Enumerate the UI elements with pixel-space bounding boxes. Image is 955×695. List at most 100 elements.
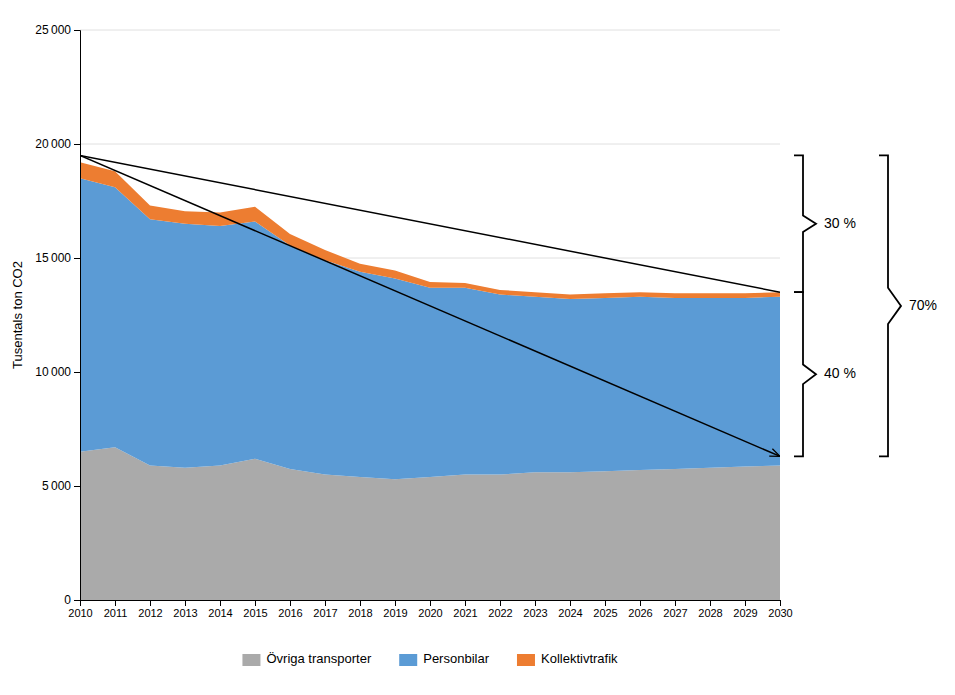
- tick-mark: [360, 600, 361, 606]
- tick-mark: [395, 600, 396, 606]
- marks: [80, 155, 780, 600]
- x-axis: 2010201120122013201420152016201720182019…: [68, 600, 792, 619]
- tick-mark: [570, 600, 571, 606]
- legend-swatch: [517, 654, 535, 666]
- tick-label: 2018: [348, 607, 372, 619]
- legend-swatch: [242, 654, 260, 666]
- tick-label: 10 000: [35, 365, 71, 379]
- annotation: 30 %: [824, 215, 856, 231]
- tick: 2029: [733, 600, 757, 619]
- tick-label: 2023: [523, 607, 547, 619]
- tick-label: 2029: [733, 607, 757, 619]
- tick: 5 000: [42, 479, 80, 493]
- tick-mark: [220, 600, 221, 606]
- tick-mark: [675, 600, 676, 606]
- tick-mark: [745, 600, 746, 606]
- tick-label: 2021: [453, 607, 477, 619]
- tick-mark: [255, 600, 256, 606]
- legend-label: Kollektivtrafik: [541, 651, 618, 666]
- tick: 2023: [523, 600, 547, 619]
- legend-label: Övriga transporter: [266, 651, 371, 666]
- tick-label: 2030: [768, 607, 792, 619]
- tick: 2025: [593, 600, 617, 619]
- tick-mark: [465, 600, 466, 606]
- grid-line: [80, 144, 780, 145]
- tick-label: 2011: [104, 607, 128, 619]
- tick-label: 2014: [208, 607, 232, 619]
- tick-label: 2025: [593, 607, 617, 619]
- tick-mark: [325, 600, 326, 606]
- y-axis-title: Tusentals ton CO2: [10, 261, 25, 369]
- tick-label: 2017: [313, 607, 337, 619]
- tick-mark: [430, 600, 431, 606]
- tick: 2022: [488, 600, 512, 619]
- tick-label: 15 000: [35, 251, 71, 265]
- tick-mark: [115, 600, 116, 606]
- grid: [80, 30, 780, 600]
- tick-mark: [150, 600, 151, 606]
- tick-label: 2013: [173, 607, 197, 619]
- bau-line: [80, 155, 780, 292]
- tick: 2020: [418, 600, 442, 619]
- tick: 15 000: [35, 251, 80, 265]
- tick-mark: [185, 600, 186, 606]
- tick-mark: [500, 600, 501, 606]
- tick: 2028: [698, 600, 722, 619]
- tick-label: 2020: [418, 607, 442, 619]
- tick-mark: [780, 600, 781, 606]
- tick-label: 2015: [243, 607, 267, 619]
- tick-label: 2028: [698, 607, 722, 619]
- y-axis-line: [74, 31, 81, 601]
- area: [80, 162, 780, 299]
- tick: 2018: [348, 600, 372, 619]
- tick: 2016: [278, 600, 302, 619]
- tick-mark: [74, 30, 80, 31]
- tick-mark: [80, 600, 81, 606]
- x-axis-line: [81, 601, 781, 607]
- tick-mark: [640, 600, 641, 606]
- legend-item: Personbilar: [399, 651, 489, 666]
- tick: 2027: [663, 600, 687, 619]
- tick-mark: [710, 600, 711, 606]
- tick-label: 2010: [68, 607, 92, 619]
- tick: 2015: [243, 600, 267, 619]
- tick-label: 2016: [278, 607, 302, 619]
- tick: 25 000: [35, 23, 80, 37]
- tick: 2024: [558, 600, 582, 619]
- tick: 2021: [453, 600, 477, 619]
- legend-item: Övriga transporter: [242, 651, 371, 666]
- chart: 0 5 000 10 000 15 000 20 000 25 000 2010 2011 20…: [0, 0, 955, 695]
- tick: 2014: [208, 600, 232, 619]
- target-line: [80, 155, 780, 456]
- grid-line: [80, 30, 780, 31]
- tick-mark: [535, 600, 536, 606]
- tick-label: 2019: [383, 607, 407, 619]
- legend-label: Personbilar: [423, 651, 489, 666]
- legend-item: Kollektivtrafik: [517, 651, 618, 666]
- tick-mark: [74, 486, 80, 487]
- tick: 2019: [383, 600, 407, 619]
- annotation: 40 %: [824, 365, 856, 381]
- annotation: 70%: [909, 297, 937, 313]
- tick: 2010: [68, 600, 92, 619]
- tick-label: 0: [64, 593, 71, 607]
- tick-label: 20 000: [35, 137, 71, 151]
- tick-mark: [74, 372, 80, 373]
- legend: Övriga transporter Personbilar Kollektivtr…: [242, 651, 618, 666]
- tick-mark: [605, 600, 606, 606]
- tick: 2030: [768, 600, 792, 619]
- bracket: [879, 155, 901, 456]
- plot: 0 5 000 10 000 15 000 20 000 25 000 2010 2011 20…: [35, 23, 937, 618]
- brackets: 30 % 40 % 70%: [794, 155, 937, 456]
- tick: 10 000: [35, 365, 80, 379]
- tick: 2011: [104, 600, 128, 619]
- tick-mark: [74, 144, 80, 145]
- bracket: [794, 292, 816, 456]
- y-axis: 0 5 000 10 000 15 000 20 000 25 000: [35, 23, 80, 607]
- tick-label: 2027: [663, 607, 687, 619]
- bracket: [794, 155, 816, 292]
- tick-mark: [74, 600, 80, 601]
- tick-label: 25 000: [35, 23, 71, 37]
- tick-label: 2026: [628, 607, 652, 619]
- tick-label: 2024: [558, 607, 582, 619]
